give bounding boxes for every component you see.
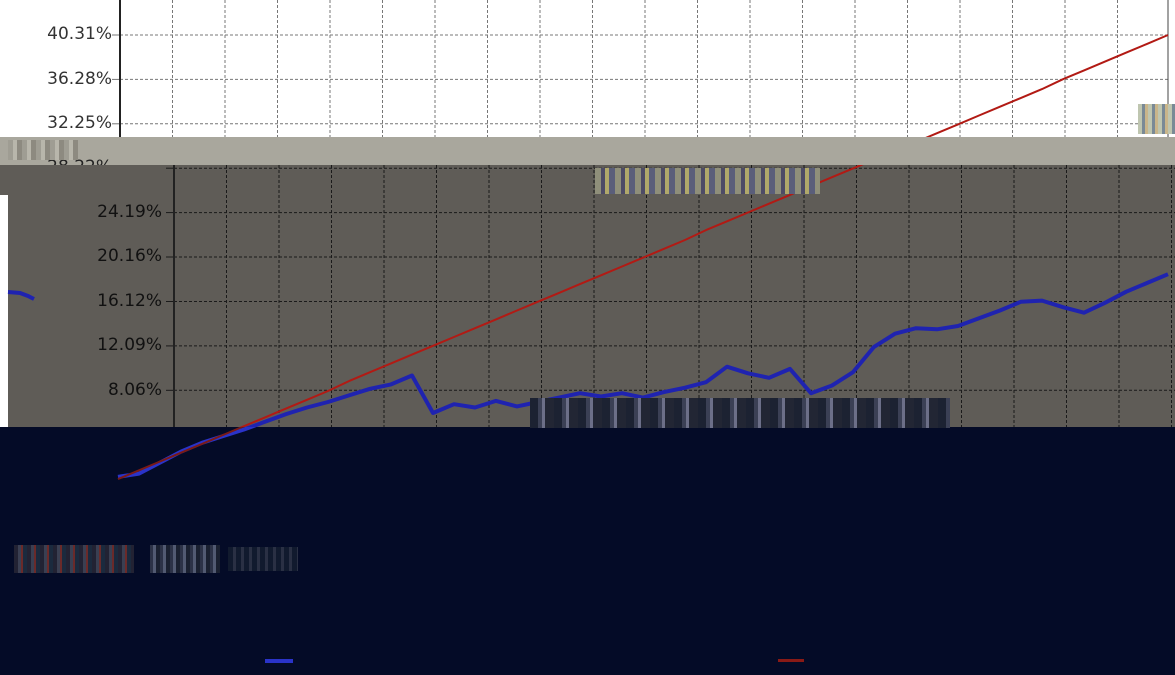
series-line-fragment — [7, 290, 35, 301]
y-tick-label: 40.31% — [47, 24, 112, 44]
glitch-artifact — [595, 168, 820, 194]
glitch-artifact — [150, 545, 220, 573]
glitch-artifact — [1138, 104, 1175, 134]
chart-bottom-region — [0, 427, 1175, 675]
series-line — [245, 272, 1169, 427]
chart-middle-region: 24.19% 20.16% 16.12% 12.09% 8.06% — [0, 165, 1175, 427]
left-strip — [0, 195, 8, 427]
y-tick-label: 8.06% — [107, 380, 162, 400]
middle-plot-svg — [7, 165, 1175, 427]
series-line — [117, 427, 245, 481]
y-tick-label: 32.25% — [47, 113, 112, 133]
series-line — [239, 165, 864, 427]
y-tick-label: 20.16% — [97, 246, 162, 266]
glitch-artifact — [228, 547, 298, 571]
grid-group — [166, 165, 1175, 427]
glitch-artifact — [14, 545, 134, 573]
legend-swatch-red — [778, 659, 804, 662]
y-tick-label: 24.19% — [97, 202, 162, 222]
y-tick-label: 12.09% — [97, 335, 162, 355]
series-line — [787, 34, 1169, 195]
legend-swatch-blue — [265, 659, 293, 663]
series-line — [117, 427, 257, 479]
glitch-artifact — [8, 140, 78, 160]
y-tick-label: 36.28% — [47, 69, 112, 89]
glitch-artifact — [530, 398, 950, 428]
y-tick-label: 16.12% — [97, 291, 162, 311]
